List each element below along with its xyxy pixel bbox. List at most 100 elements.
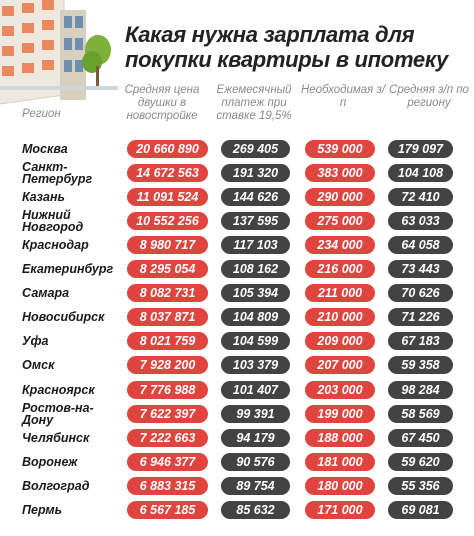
table-row: Самара 8 082 731 105 394 211 000 70 626 (0, 282, 474, 304)
region-name: Челябинск (22, 430, 90, 445)
region-name: Уфа (22, 334, 49, 349)
region-name: Нижний Новгород (22, 208, 84, 235)
required-salary-value: 203 000 (305, 380, 375, 399)
table-row: Санкт-Петербург 14 672 563 191 320 383 000 1… (0, 160, 474, 187)
price-value: 10 552 256 (127, 212, 208, 231)
region-name: Новосибирск (22, 310, 105, 325)
avg-salary-value: 63 033 (388, 212, 453, 231)
price-value: 6 567 185 (127, 500, 208, 519)
price-value: 11 091 524 (127, 188, 208, 207)
payment-value: 104 809 (221, 308, 290, 327)
region-name: Краснодар (22, 238, 89, 253)
payment-value: 101 407 (221, 380, 290, 399)
avg-salary-value: 71 226 (388, 308, 453, 327)
region-name: Красноярск (22, 382, 95, 397)
avg-salary-value: 70 626 (388, 284, 453, 303)
header-avg-salary: Средняя з/п по региону (389, 84, 469, 109)
region-name: Волгоград (22, 478, 90, 493)
table-row: Пермь 6 567 185 85 632 171 000 69 081 (0, 499, 474, 521)
avg-salary-value: 59 620 (388, 452, 453, 471)
avg-salary-value: 98 284 (388, 380, 453, 399)
payment-value: 103 379 (221, 356, 290, 375)
region-name: Москва (22, 142, 68, 156)
price-value: 7 622 397 (127, 404, 208, 423)
payment-value: 94 179 (221, 428, 290, 447)
price-value: 7 928 200 (127, 356, 208, 375)
required-salary-value: 216 000 (305, 260, 375, 279)
required-salary-value: 171 000 (305, 500, 375, 519)
required-salary-value: 211 000 (305, 284, 375, 303)
price-value: 20 660 890 (127, 140, 208, 158)
payment-value: 117 103 (221, 236, 290, 255)
header-required-salary: Необходимая з/п (300, 84, 386, 109)
price-value: 8 295 054 (127, 260, 208, 279)
table-row: Омск 7 928 200 103 379 207 000 59 358 (0, 354, 474, 376)
required-salary-value: 383 000 (305, 164, 375, 183)
required-salary-value: 209 000 (305, 332, 375, 351)
price-value: 8 037 871 (127, 308, 208, 327)
payment-value: 85 632 (221, 500, 290, 519)
table-row: Екатеринбург 8 295 054 108 162 216 000 73 44… (0, 258, 474, 280)
avg-salary-value: 104 108 (388, 164, 453, 183)
region-name: Самара (22, 286, 70, 301)
required-salary-value: 539 000 (305, 140, 375, 158)
region-name: Воронеж (22, 454, 78, 469)
table-row: Москва 20 660 890 269 405 539 000 179 097 (0, 138, 474, 160)
price-value: 14 672 563 (127, 164, 208, 183)
required-salary-value: 188 000 (305, 428, 375, 447)
required-salary-value: 199 000 (305, 404, 375, 423)
payment-value: 108 162 (221, 260, 290, 279)
avg-salary-value: 179 097 (388, 140, 453, 158)
avg-salary-value: 69 081 (388, 500, 453, 519)
payment-value: 89 754 (221, 476, 290, 495)
payment-value: 90 576 (221, 452, 290, 471)
avg-salary-value: 67 450 (388, 428, 453, 447)
header-payment: Ежемесячный платеж при ставке 19,5% (216, 84, 292, 122)
payment-value: 99 391 (221, 404, 290, 423)
table-row: Красноярск 7 776 988 101 407 203 000 98 284 (0, 379, 474, 401)
price-value: 7 776 988 (127, 380, 208, 399)
payment-value: 144 626 (221, 188, 290, 207)
table-row: Ростов-на-Дону 7 622 397 99 391 199 000 58 5… (0, 400, 474, 427)
price-value: 6 883 315 (127, 476, 208, 495)
avg-salary-value: 58 569 (388, 404, 453, 423)
table-row: Новосибирск 8 037 871 104 809 210 000 71 226 (0, 306, 474, 328)
avg-salary-value: 73 443 (388, 260, 453, 279)
price-value: 8 980 717 (127, 236, 208, 255)
payment-value: 104 599 (221, 332, 290, 351)
price-value: 6 946 377 (127, 452, 208, 471)
table-row: Краснодар 8 980 717 117 103 234 000 64 058 (0, 234, 474, 256)
building-illustration (0, 0, 118, 118)
apartment-building-icon (0, 0, 118, 106)
payment-value: 269 405 (221, 140, 290, 158)
header-region: Регион (22, 108, 61, 120)
avg-salary-value: 64 058 (388, 236, 453, 255)
table-row: Воронеж 6 946 377 90 576 181 000 59 620 (0, 451, 474, 473)
avg-salary-value: 72 410 (388, 188, 453, 207)
region-name: Казань (22, 190, 65, 205)
price-value: 8 082 731 (127, 284, 208, 303)
required-salary-value: 275 000 (305, 212, 375, 231)
required-salary-value: 180 000 (305, 476, 375, 495)
header-price: Средняя цена двушки в новостройке (124, 84, 200, 122)
region-name: Екатеринбург (22, 262, 114, 277)
required-salary-value: 234 000 (305, 236, 375, 255)
avg-salary-value: 59 358 (388, 356, 453, 375)
required-salary-value: 290 000 (305, 188, 375, 207)
table-row: Челябинск 7 222 663 94 179 188 000 67 450 (0, 427, 474, 449)
payment-value: 105 394 (221, 284, 290, 303)
region-name: Омск (22, 358, 55, 373)
table-row: Нижний Новгород 10 552 256 137 595 275 000 6… (0, 208, 474, 235)
page-title: Какая нужна зарплата для покупки квартир… (125, 22, 448, 72)
region-name: Ростов-на-Дону (22, 400, 94, 427)
region-name: Санкт-Петербург (22, 160, 93, 187)
avg-salary-value: 55 356 (388, 476, 453, 495)
required-salary-value: 181 000 (305, 452, 375, 471)
required-salary-value: 210 000 (305, 308, 375, 327)
table-row: Уфа 8 021 759 104 599 209 000 67 183 (0, 330, 474, 352)
table-row: Волгоград 6 883 315 89 754 180 000 55 356 (0, 475, 474, 497)
payment-value: 137 595 (221, 212, 290, 231)
price-value: 8 021 759 (127, 332, 208, 351)
required-salary-value: 207 000 (305, 356, 375, 375)
region-name: Пермь (22, 502, 63, 517)
